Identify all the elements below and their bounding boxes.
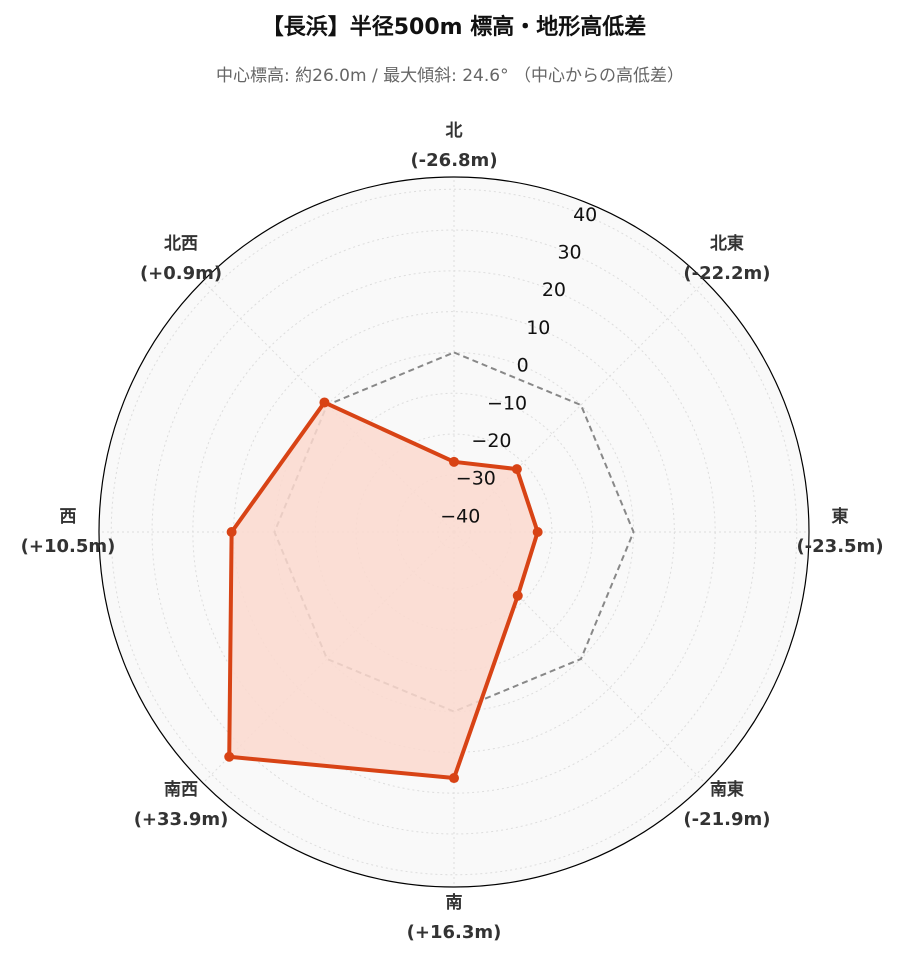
spoke <box>202 280 455 533</box>
direction-label: 南西 <box>164 779 198 800</box>
r-tick-label: −10 <box>487 392 527 414</box>
direction-value-label: (-26.8m) <box>410 150 497 171</box>
grid-circle <box>110 188 798 876</box>
data-point <box>319 397 330 408</box>
direction-value-label: (-23.5m) <box>796 536 883 557</box>
data-point <box>512 590 523 601</box>
r-tick-label: −30 <box>456 468 496 490</box>
direction-value-label: (+10.5m) <box>21 536 116 557</box>
chart-subtitle: 中心標高: 約26.0m / 最大傾斜: 24.6° （中心からの高低差） <box>216 66 684 86</box>
r-tick-label: 20 <box>542 279 566 301</box>
chart-title: 【長浜】半径500m 標高・地形高低差 <box>262 14 647 40</box>
r-tick-label: 0 <box>517 355 529 377</box>
data-point <box>532 527 543 537</box>
data-point <box>224 751 235 762</box>
spoke <box>453 531 706 784</box>
outer-border <box>98 176 810 888</box>
direction-label: 南東 <box>710 779 744 800</box>
data-point <box>449 773 459 784</box>
direction-value-label: (+0.9m) <box>140 263 222 284</box>
grid-circle <box>355 433 553 631</box>
direction-label: 北 <box>446 121 463 141</box>
data-point <box>449 456 459 467</box>
direction-label: 北西 <box>164 234 198 254</box>
direction-label: 西 <box>60 507 77 527</box>
r-tick-label: −40 <box>440 505 480 527</box>
direction-label: 南 <box>446 892 463 913</box>
r-tick-label: −20 <box>471 430 511 452</box>
r-tick-label: 40 <box>573 204 597 226</box>
direction-value-label: (-22.2m) <box>683 263 770 284</box>
data-point <box>226 527 237 537</box>
direction-label: 北東 <box>710 233 744 254</box>
spoke <box>453 280 706 533</box>
direction-label: 東 <box>832 506 849 527</box>
direction-value-label: (-21.9m) <box>683 809 770 830</box>
r-tick-label: 10 <box>526 317 550 339</box>
r-tick-label: 30 <box>557 242 581 264</box>
data-point <box>511 464 522 475</box>
direction-value-label: (+33.9m) <box>134 809 229 830</box>
baseline <box>273 351 635 713</box>
direction-value-label: (+16.3m) <box>407 922 502 943</box>
